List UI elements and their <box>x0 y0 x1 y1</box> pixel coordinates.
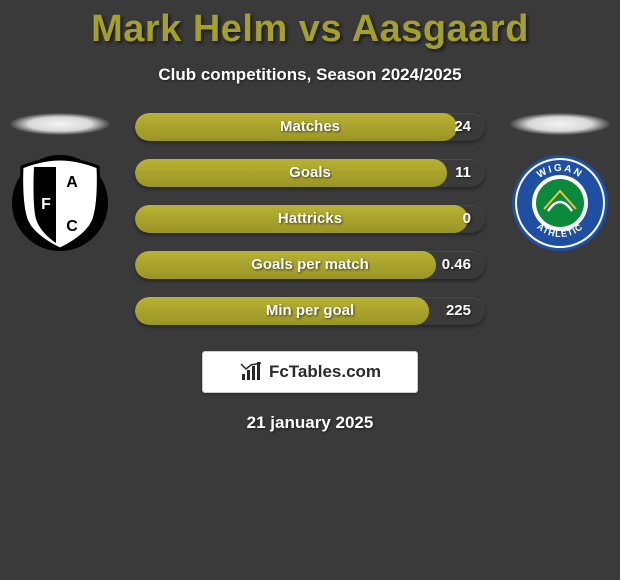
comparison-area: A F C WIGAN <box>0 113 620 333</box>
stat-row: Matches24 <box>135 113 485 141</box>
stats-list: Matches24 Goals11 Hattricks0 Goals per matc… <box>135 113 485 343</box>
stat-row: Hattricks0 <box>135 205 485 233</box>
bar-chart-icon <box>239 360 263 384</box>
stat-label: Goals per match <box>135 251 485 279</box>
stat-value: 225 <box>446 297 471 325</box>
team-right-column: WIGAN ATHLETIC <box>500 113 620 253</box>
svg-text:A: A <box>66 174 78 191</box>
badge-icon: WIGAN ATHLETIC <box>510 153 610 253</box>
brand-text: FcTables.com <box>269 362 381 382</box>
team-right-crest: WIGAN ATHLETIC <box>510 153 610 253</box>
brand-badge: FcTables.com <box>202 351 418 393</box>
subtitle: Club competitions, Season 2024/2025 <box>0 65 620 85</box>
pedestal-shadow <box>10 113 110 135</box>
stat-row: Min per goal225 <box>135 297 485 325</box>
pedestal-shadow <box>510 113 610 135</box>
shield-icon: A F C <box>10 153 110 253</box>
stat-row: Goals11 <box>135 159 485 187</box>
stat-row: Goals per match0.46 <box>135 251 485 279</box>
stat-label: Hattricks <box>135 205 485 233</box>
date-text: 21 january 2025 <box>0 413 620 433</box>
svg-text:F: F <box>41 196 51 213</box>
svg-text:C: C <box>66 218 78 235</box>
stat-value: 0.46 <box>442 251 471 279</box>
stat-value: 24 <box>454 113 471 141</box>
page-title: Mark Helm vs Aasgaard <box>0 0 620 51</box>
stat-label: Matches <box>135 113 485 141</box>
stat-label: Min per goal <box>135 297 485 325</box>
team-left-column: A F C <box>0 113 120 253</box>
stat-label: Goals <box>135 159 485 187</box>
stat-value: 11 <box>455 159 471 187</box>
stat-value: 0 <box>463 205 471 233</box>
team-left-crest: A F C <box>10 153 110 253</box>
